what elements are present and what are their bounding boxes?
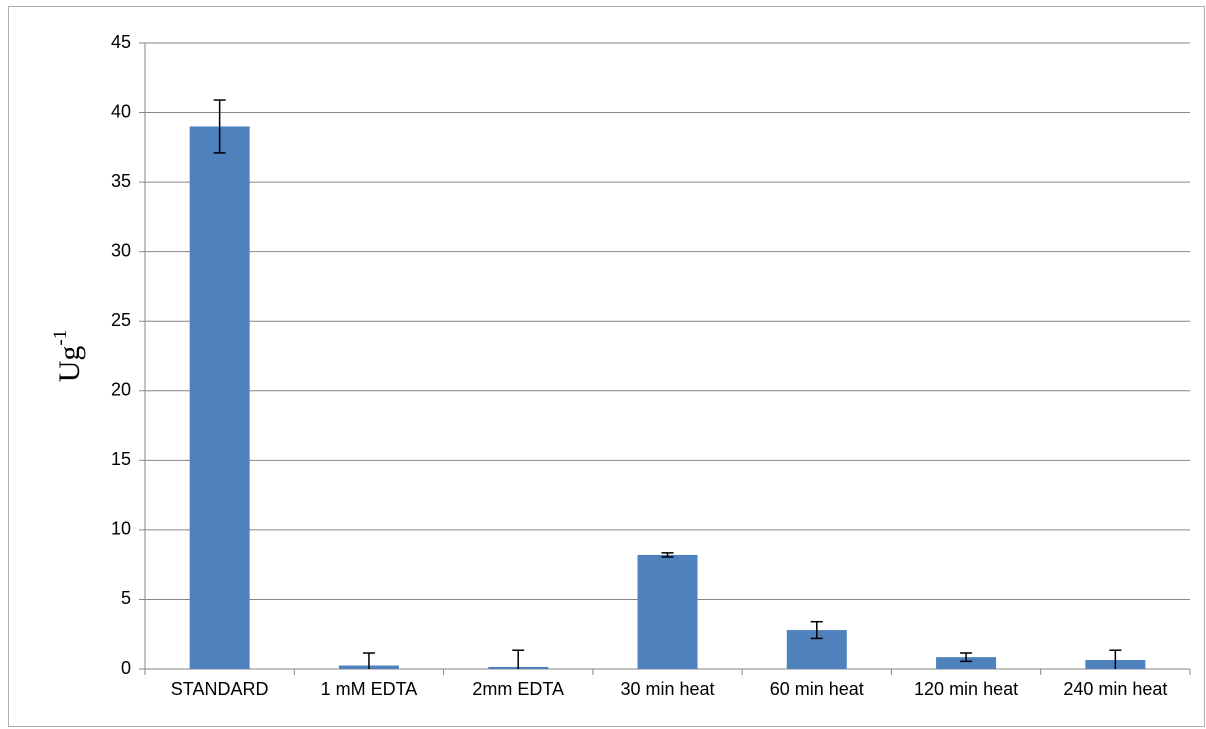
- y-tick-label: 25: [111, 310, 131, 330]
- error-bar: [960, 652, 973, 663]
- y-tick-label: 30: [111, 240, 131, 260]
- error-bar: [512, 649, 525, 669]
- bar: [936, 657, 997, 669]
- chart-border: [8, 6, 1205, 727]
- y-axis-label-superscript: -1: [50, 330, 71, 346]
- y-axis-label: Ug-1: [50, 330, 86, 383]
- y-tick-label: 0: [121, 658, 131, 678]
- y-axis-label-text: Ug: [53, 346, 86, 383]
- x-tick-label: STANDARD: [171, 679, 269, 699]
- error-bar: [810, 620, 823, 640]
- y-tick-label: 35: [111, 171, 131, 191]
- x-tick-label: 120 min heat: [914, 679, 1018, 699]
- bar: [189, 126, 250, 669]
- bar: [637, 554, 698, 669]
- y-tick-label: 20: [111, 380, 131, 400]
- y-tick-label: 10: [111, 519, 131, 539]
- y-tick-label: 5: [121, 588, 131, 608]
- y-tick-label: 15: [111, 449, 131, 469]
- x-tick-label: 2mm EDTA: [472, 679, 564, 699]
- error-bar: [1109, 649, 1122, 669]
- x-tick-label: 60 min heat: [770, 679, 864, 699]
- y-tick-label: 40: [111, 101, 131, 121]
- x-tick-label: 1 mM EDTA: [321, 679, 418, 699]
- error-bar: [213, 99, 226, 154]
- x-tick-label: 30 min heat: [620, 679, 714, 699]
- x-tick-label: 240 min heat: [1063, 679, 1167, 699]
- error-bar: [362, 652, 375, 669]
- error-bar: [661, 552, 674, 558]
- y-tick-label: 45: [111, 32, 131, 52]
